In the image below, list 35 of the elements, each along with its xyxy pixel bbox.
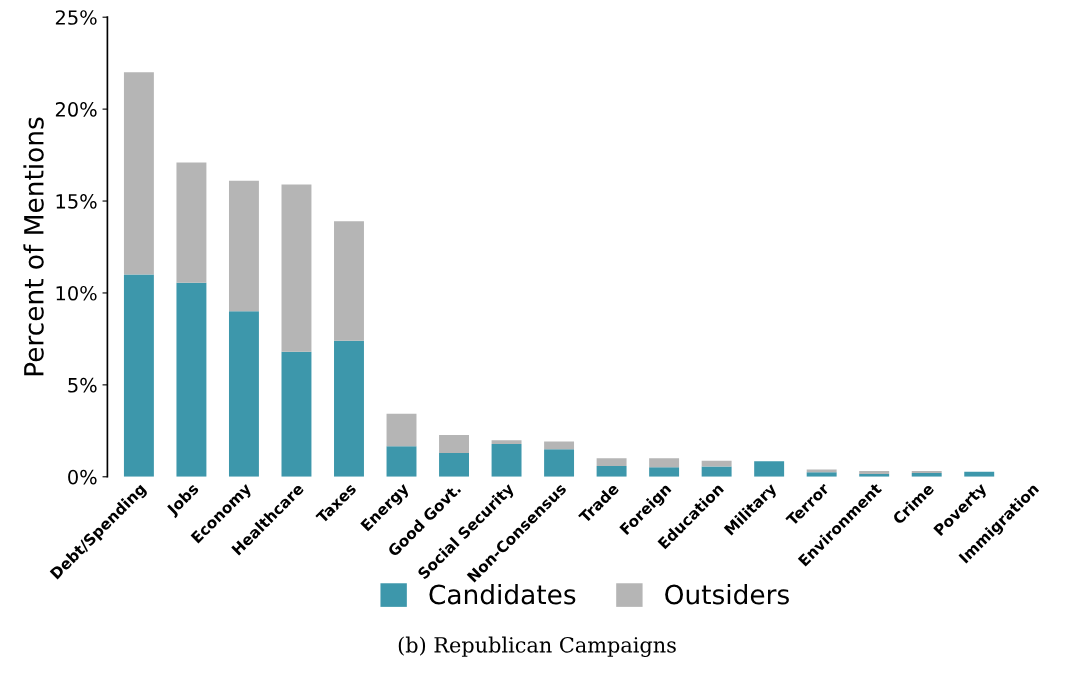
bar — [754, 461, 785, 477]
bar — [596, 466, 627, 477]
legend-label: Candidates — [429, 584, 576, 605]
bar — [334, 340, 364, 477]
bar — [123, 72, 154, 275]
y-tick-label: 25% — [55, 10, 97, 25]
y-tick-label: 20% — [55, 102, 97, 117]
legend-label: Outsiders — [665, 584, 789, 605]
bar — [491, 440, 522, 444]
y-axis-title: Percent of Mentions — [23, 117, 44, 376]
bar — [649, 467, 680, 477]
bar — [386, 446, 417, 477]
y-tick-label: 0% — [68, 469, 97, 485]
bar — [228, 311, 259, 477]
bar — [281, 351, 312, 477]
bar — [649, 458, 680, 468]
bar — [491, 443, 522, 477]
y-tick-label: 10% — [56, 285, 97, 301]
bar — [176, 282, 207, 477]
bar — [544, 441, 575, 450]
bar — [544, 449, 575, 477]
bar — [701, 466, 732, 477]
bar — [596, 458, 627, 467]
bar — [123, 274, 154, 477]
bar — [439, 435, 469, 453]
bar — [439, 452, 469, 477]
bar — [386, 413, 417, 447]
bar — [334, 221, 364, 341]
y-tick-label: 5% — [68, 377, 97, 393]
bar — [806, 469, 837, 473]
bar — [228, 180, 259, 312]
y-tick-label: 15% — [56, 193, 97, 209]
text: (b) Republican Campaigns — [398, 636, 676, 658]
bar — [281, 184, 312, 352]
bar — [176, 162, 207, 283]
